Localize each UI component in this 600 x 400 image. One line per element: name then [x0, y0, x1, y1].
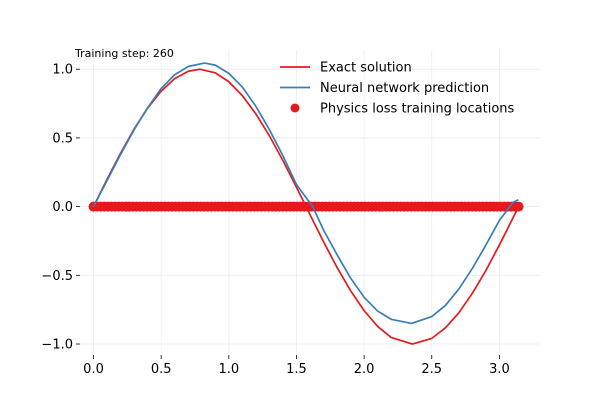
line-series [92, 62, 520, 345]
legend: Exact solution Neural network prediction P… [280, 61, 515, 117]
series-line-0 [92, 68, 520, 345]
legend-label-0: Exact solution [320, 61, 412, 76]
legend-label-2: Physics loss training locations [320, 102, 515, 117]
y-tick-label-4: 1.0 [52, 63, 73, 78]
legend-label-1: Neural network prediction [320, 81, 489, 96]
x-tick-label-4: 2.0 [354, 362, 375, 377]
axes: 0.0 0.5 1.0 1.5 2.0 2.5 3.0 −1.0 −0.5 0.0 0.5 1.0 [41, 63, 509, 377]
x-tick-label-1: 0.5 [151, 362, 172, 377]
legend-swatch-2 [290, 103, 300, 113]
y-tick-label-3: 0.5 [52, 131, 73, 146]
x-tick-label-0: 0.0 [83, 362, 104, 377]
y-tick-label-0: −1.0 [41, 338, 73, 353]
y-tick-label-1: −0.5 [41, 269, 73, 284]
y-tick-label-2: 0.0 [52, 200, 73, 215]
x-tick-label-2: 1.0 [218, 362, 239, 377]
x-tick-label-6: 3.0 [489, 362, 510, 377]
training-step-annotation: Training step: 260 [74, 47, 174, 60]
x-tick-label-3: 1.5 [286, 362, 307, 377]
x-tick-label-5: 2.5 [421, 362, 442, 377]
series-line-1 [92, 62, 519, 325]
scatter-series [88, 201, 524, 212]
